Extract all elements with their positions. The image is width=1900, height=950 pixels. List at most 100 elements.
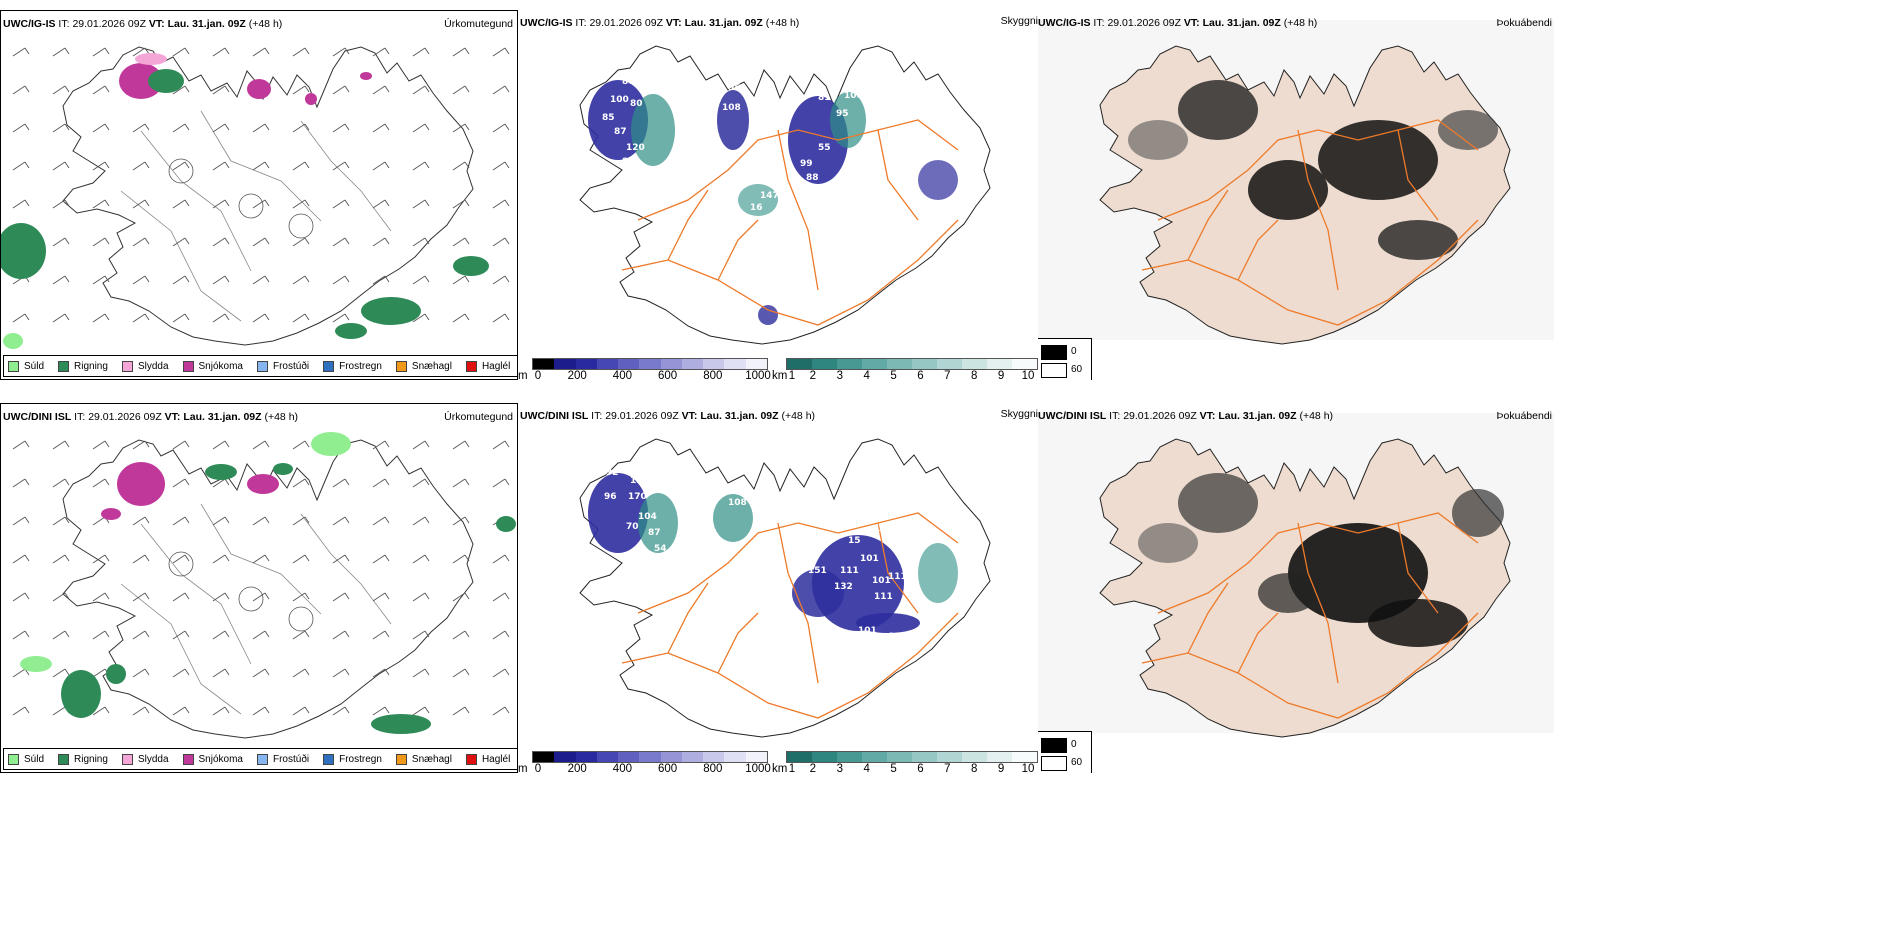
legend-item: Frostregn [323,360,382,372]
colorbar-tick-label: 9 [997,763,1005,773]
colorbar-segment [639,359,661,369]
road-line [667,129,819,291]
precip-area [1368,599,1468,647]
wind-barb [492,592,510,602]
precip-area [631,94,675,166]
wind-barb [492,199,510,209]
wind-barb [12,478,30,488]
ceiling-value-label: 105 [860,510,879,520]
wind-barb [172,161,190,171]
colorbar-segment [987,752,1012,762]
precip-area [20,656,52,672]
road-line [140,130,252,272]
wind-barb [172,85,190,95]
legend-label: Snjókoma [198,753,243,765]
legend-swatch [465,753,477,765]
wind-barb [92,592,110,602]
wind-barb [172,47,190,57]
colorbar-strip [786,751,1038,763]
legend-label: Rigning [74,753,108,765]
glacier-outline [168,158,194,184]
colorbar-tick-label: 1 [788,763,796,773]
colorbar-tick-label: 10 [1021,763,1035,773]
ceiling-value-label: 85 [602,113,615,123]
precip-area [1438,110,1498,150]
colorbar-tick-label: 9 [997,370,1005,380]
wind-barb [332,592,350,602]
visibility-colorbar: km 1 2 3 4 5 6 7 8 9 10 [772,358,1038,380]
wind-barb [212,161,230,171]
fog-legend-min-label: 0 [1071,739,1077,750]
wind-barb [252,237,270,247]
wind-barb [292,592,310,602]
precip-legend: Súld Rigning Slydda Snjókoma Frostúði Frostre… [3,748,517,770]
wind-barb [252,440,270,450]
colorbar-segment [1012,752,1037,762]
wind-barb [292,161,310,171]
road-line [717,522,919,674]
wind-barb [92,199,110,209]
colorbar-segment [745,359,767,369]
legend-item: Súld [8,753,44,765]
colorbar-segment [660,752,682,762]
legend-item: Haglél [465,360,510,372]
legend-label: Snæhagl [411,360,452,372]
wind-barb [452,161,470,171]
wind-barb [172,592,190,602]
wind-barb [172,440,190,450]
wind-barb [292,668,310,678]
precip-area [1248,160,1328,220]
wind-barb [372,554,390,564]
iceland-map [12,432,516,739]
wind-barb [52,440,70,450]
colorbar-tick-label: 6 [917,370,924,380]
wind-barb [372,199,390,209]
colorbar-segment [787,752,812,762]
wind-barb [372,706,390,716]
panel-title: Úrkomutegund [444,411,513,423]
ceiling-value-label: 151 [808,566,827,576]
precip-area [61,670,101,718]
road-line [1237,522,1439,674]
wind-barb [492,237,510,247]
road-line [140,523,252,665]
wind-barb [12,516,30,526]
wind-barb [332,516,350,526]
legend-swatch [323,753,335,765]
colorbar-unit: km [772,370,788,380]
wind-barb [12,554,30,564]
wind-barb [492,85,510,95]
precip-area [205,464,237,480]
wind-barb [172,123,190,133]
road-line [1237,129,1439,281]
wind-barb [452,516,470,526]
road-line [667,522,819,684]
legend-swatch [58,753,70,765]
colorbar-tick-label: 4 [863,370,870,380]
legend-item: Snjókoma [182,753,243,765]
colorbar-segment [660,359,682,369]
glacier-outline [238,586,264,612]
wind-barb [452,630,470,640]
wind-barb [12,440,30,450]
legend-item: Rigning [58,360,108,372]
wind-barb [52,85,70,95]
legend-swatch [256,360,268,372]
ceiling-value-label: 88 [806,173,819,183]
colorbar-segment [724,359,746,369]
legend-item: Snæhagl [395,753,452,765]
wind-barb [372,47,390,57]
precip-area [247,474,279,494]
colorbar-segment [724,752,746,762]
precip-area [1452,489,1504,537]
precip-area [758,305,778,325]
wind-barb [212,668,230,678]
precip-area [135,53,167,65]
road-line [300,513,392,625]
wind-barb [92,313,110,323]
precip-area [106,664,126,684]
wind-barb [92,123,110,133]
wind-barb [372,237,390,247]
legend-item: Súld [8,360,44,372]
fog-legend-black-swatch [1041,345,1067,360]
